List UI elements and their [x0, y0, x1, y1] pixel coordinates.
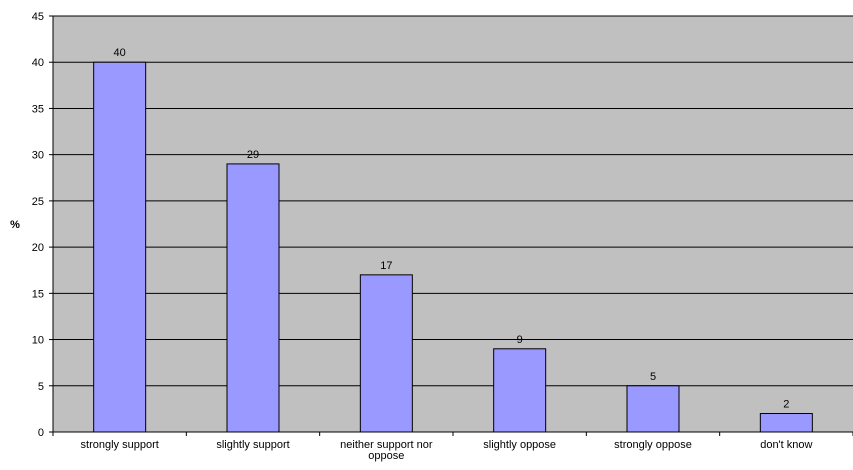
- y-tick-label: 25: [32, 196, 44, 208]
- bar: [626, 385, 680, 433]
- data-label: 17: [380, 260, 392, 272]
- bars: [93, 61, 813, 433]
- data-labels: 40 29 17 9 5 2: [114, 47, 790, 410]
- x-tick-label: slightly support: [216, 439, 289, 451]
- bar: [759, 413, 813, 433]
- y-axis-label: %: [10, 219, 20, 231]
- x-tick-label: don't know: [760, 439, 812, 451]
- data-label: 9: [517, 334, 523, 346]
- x-tick-label: neither support nor oppose: [340, 439, 433, 462]
- data-label: 5: [650, 371, 656, 383]
- y-tick-label: 5: [38, 381, 44, 393]
- y-tick-label: 35: [32, 103, 44, 115]
- y-tick-label: 30: [32, 150, 44, 162]
- y-tick-label: 20: [32, 242, 44, 254]
- gridlines: [53, 15, 853, 387]
- x-tick-label: slightly oppose: [483, 439, 556, 451]
- y-tick-label: 15: [32, 288, 44, 300]
- x-tick-label: strongly support: [81, 439, 159, 451]
- x-tick-label: strongly oppose: [614, 439, 692, 451]
- data-label: 29: [247, 149, 259, 161]
- bar: [493, 348, 547, 433]
- y-tick-label: 10: [32, 335, 44, 347]
- bar: [93, 61, 147, 433]
- plot-area: [53, 16, 853, 432]
- y-tick-label: 0: [38, 427, 44, 439]
- x-axis-ticks: strongly support slightly support neither …: [52, 432, 853, 462]
- y-tick-label: 45: [32, 11, 44, 23]
- bar: [359, 274, 413, 433]
- data-label: 40: [114, 47, 126, 59]
- data-label: 2: [783, 399, 789, 411]
- y-tick-label: 40: [32, 57, 44, 69]
- y-axis-ticks: 0 5 10 15 20 25 30 35 40 45: [32, 11, 53, 439]
- bar: [226, 163, 280, 433]
